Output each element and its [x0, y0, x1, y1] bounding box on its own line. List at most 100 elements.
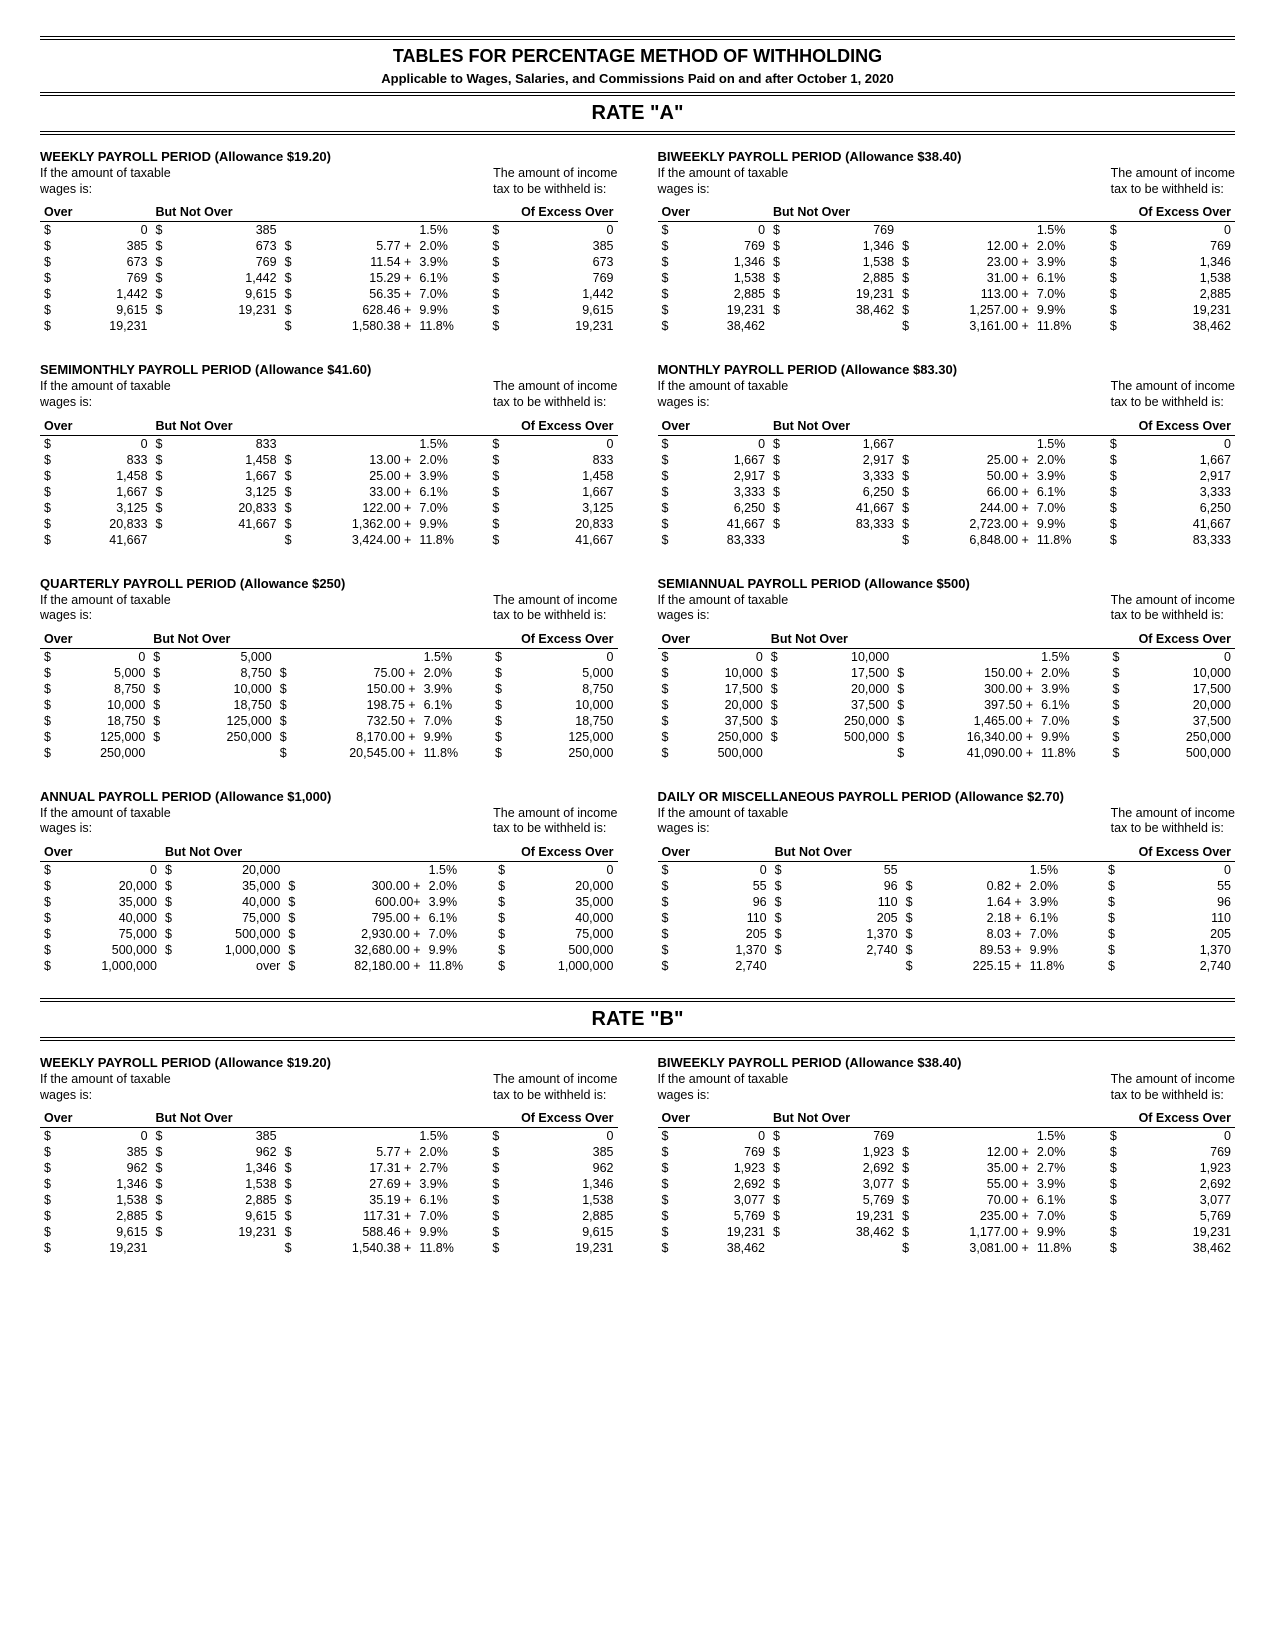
subhead-right: The amount of incometax to be withheld i… — [493, 166, 617, 197]
col-excess: Of Excess Over — [488, 417, 617, 436]
tax-bracket-table: OverBut Not OverOf Excess Over$0$3851.5%… — [40, 1109, 618, 1256]
table-row: $385$962$5.77 +2.0%$385 — [40, 1144, 618, 1160]
table-row: $0$3851.5%$0 — [40, 1128, 618, 1145]
col-over: Over — [658, 630, 767, 649]
table-row: $19,231$1,540.38 +11.8%$19,231 — [40, 1240, 618, 1256]
table-row: $1,442$9,615$56.35 +7.0%$1,442 — [40, 286, 618, 302]
col-excess: Of Excess Over — [488, 203, 617, 222]
period-title: SEMIMONTHLY PAYROLL PERIOD (Allowance $4… — [40, 362, 618, 377]
payroll-period-block: SEMIMONTHLY PAYROLL PERIOD (Allowance $4… — [40, 362, 618, 547]
period-subhead: If the amount of taxablewages is:The amo… — [658, 379, 1236, 410]
tax-bracket-table: OverBut Not OverOf Excess Over$0$20,0001… — [40, 843, 618, 974]
tax-bracket-table: OverBut Not OverOf Excess Over$0$1,6671.… — [658, 417, 1236, 548]
table-row: $20,000$37,500$397.50 +6.1%$20,000 — [658, 697, 1236, 713]
tax-bracket-table: OverBut Not OverOf Excess Over$0$5,0001.… — [40, 630, 618, 761]
table-row: $55$96$0.82 +2.0%$55 — [658, 878, 1236, 894]
table-row: $1,667$2,917$25.00 +2.0%$1,667 — [658, 452, 1236, 468]
payroll-period-block: WEEKLY PAYROLL PERIOD (Allowance $19.20)… — [40, 149, 618, 334]
period-subhead: If the amount of taxablewages is:The amo… — [40, 1072, 618, 1103]
col-excess: Of Excess Over — [1109, 630, 1235, 649]
col-formula — [284, 843, 494, 862]
table-row: $1,458$1,667$25.00 +3.9%$1,458 — [40, 468, 618, 484]
table-row: $250,000$500,000$16,340.00 +9.9%$250,000 — [658, 729, 1236, 745]
subhead-left: If the amount of taxablewages is: — [658, 593, 789, 624]
col-but-not-over: But Not Over — [161, 843, 284, 862]
col-but-not-over: But Not Over — [152, 203, 281, 222]
col-formula — [281, 203, 489, 222]
table-row: $96$110$1.64 +3.9%$96 — [658, 894, 1236, 910]
subhead-left: If the amount of taxablewages is: — [658, 1072, 789, 1103]
period-subhead: If the amount of taxablewages is: The amo… — [658, 1072, 1236, 1103]
periods-grid: WEEKLY PAYROLL PERIOD (Allowance $19.20)… — [40, 149, 1235, 974]
payroll-period-block: BIWEEKLY PAYROLL PERIOD (Allowance $38.4… — [658, 1055, 1236, 1256]
col-excess: Of Excess Over — [1106, 417, 1235, 436]
col-over: Over — [658, 843, 771, 862]
table-row: $0$7691.5%$0 — [658, 1128, 1236, 1145]
col-over: Over — [40, 630, 149, 649]
subhead-right: The amount of incometax to be withheld i… — [1111, 1072, 1235, 1103]
table-row: $0$5,0001.5%$0 — [40, 648, 618, 665]
table-row: $1,667$3,125$33.00 +6.1%$1,667 — [40, 484, 618, 500]
col-excess: Of Excess Over — [1106, 203, 1235, 222]
period-title: ANNUAL PAYROLL PERIOD (Allowance $1,000) — [40, 789, 618, 804]
col-formula — [893, 630, 1108, 649]
table-row: $0$8331.5%$0 — [40, 435, 618, 452]
period-subhead: If the amount of taxablewages is:The amo… — [40, 593, 618, 624]
payroll-period-block: BIWEEKLY PAYROLL PERIOD (Allowance $38.4… — [658, 149, 1236, 334]
col-over: Over — [658, 1109, 770, 1128]
table-row: $125,000$250,000$8,170.00 +9.9%$125,000 — [40, 729, 618, 745]
main-title: TABLES FOR PERCENTAGE METHOD OF WITHHOLD… — [40, 46, 1235, 67]
payroll-period-block: SEMIANNUAL PAYROLL PERIOD (Allowance $50… — [658, 576, 1236, 761]
subhead-right: The amount of incometax to be withheld i… — [493, 593, 617, 624]
period-title: BIWEEKLY PAYROLL PERIOD (Allowance $38.4… — [658, 149, 1236, 164]
table-row: $0$7691.5%$0 — [658, 222, 1236, 239]
subhead-left: If the amount of taxablewages is: — [658, 379, 789, 410]
col-but-not-over: But Not Over — [769, 417, 898, 436]
subhead-right: The amount of incometax to be withheld i… — [1111, 806, 1235, 837]
subhead-right: The amount of incometax to be withheld i… — [1111, 593, 1235, 624]
tax-bracket-table: OverBut Not OverOf Excess Over$0$7691.5%… — [658, 1109, 1236, 1256]
period-subhead: If the amount of taxablewages is: The amo… — [658, 593, 1236, 624]
table-row: $2,692$3,077$55.00 +3.9%$2,692 — [658, 1176, 1236, 1192]
table-row: $18,750$125,000$732.50 +7.0%$18,750 — [40, 713, 618, 729]
periods-grid: WEEKLY PAYROLL PERIOD (Allowance $19.20)… — [40, 1055, 1235, 1256]
col-excess: Of Excess Over — [488, 1109, 617, 1128]
payroll-period-block: DAILY OR MISCELLANEOUS PAYROLL PERIOD (A… — [658, 789, 1236, 974]
col-formula — [281, 1109, 489, 1128]
table-row: $5,769$19,231$235.00 +7.0%$5,769 — [658, 1208, 1236, 1224]
table-row: $35,000$40,000$600.00+3.9%$35,000 — [40, 894, 618, 910]
col-over: Over — [658, 417, 770, 436]
table-row: $205$1,370$8.03 +7.0%$205 — [658, 926, 1236, 942]
table-row: $83,333$6,848.00 +11.8%$83,333 — [658, 532, 1236, 548]
table-row: $1,346$1,538$23.00 +3.9%$1,346 — [658, 254, 1236, 270]
tax-bracket-table: OverBut Not OverOf Excess Over$0$551.5%$… — [658, 843, 1236, 974]
tax-bracket-table: OverBut Not OverOf Excess Over$0$10,0001… — [658, 630, 1236, 761]
table-row: $962$1,346$17.31 +2.7%$962 — [40, 1160, 618, 1176]
rate-rule — [40, 1037, 1235, 1041]
rate-header: RATE "B" — [40, 1008, 1235, 1031]
period-title: QUARTERLY PAYROLL PERIOD (Allowance $250… — [40, 576, 618, 591]
col-over: Over — [40, 417, 152, 436]
payroll-period-block: WEEKLY PAYROLL PERIOD (Allowance $19.20)… — [40, 1055, 618, 1256]
table-row: $2,740$225.15 +11.8%$2,740 — [658, 958, 1236, 974]
subhead-left: If the amount of taxablewages is: — [40, 1072, 171, 1103]
subhead-right: The amount of incometax to be withheld i… — [493, 379, 617, 410]
payroll-period-block: MONTHLY PAYROLL PERIOD (Allowance $83.30… — [658, 362, 1236, 547]
table-row: $3,333$6,250$66.00 +6.1%$3,333 — [658, 484, 1236, 500]
col-formula — [898, 417, 1106, 436]
period-title: MONTHLY PAYROLL PERIOD (Allowance $83.30… — [658, 362, 1236, 377]
table-row: $500,000$1,000,000$32,680.00 +9.9%$500,0… — [40, 942, 618, 958]
table-row: $769$1,346$12.00 +2.0%$769 — [658, 238, 1236, 254]
table-row: $769$1,923$12.00 +2.0%$769 — [658, 1144, 1236, 1160]
payroll-period-block: ANNUAL PAYROLL PERIOD (Allowance $1,000)… — [40, 789, 618, 974]
table-row: $17,500$20,000$300.00 +3.9%$17,500 — [658, 681, 1236, 697]
col-over: Over — [40, 1109, 152, 1128]
table-row: $1,370$2,740$89.53 +9.9%$1,370 — [658, 942, 1236, 958]
table-row: $2,885$9,615$117.31 +7.0%$2,885 — [40, 1208, 618, 1224]
top-rule — [40, 36, 1235, 40]
table-row: $5,000$8,750$75.00 +2.0%$5,000 — [40, 665, 618, 681]
period-subhead: If the amount of taxablewages is:The amo… — [40, 806, 618, 837]
period-subhead: If the amount of taxablewages is:The amo… — [658, 166, 1236, 197]
table-row: $75,000$500,000$2,930.00 +7.0%$75,000 — [40, 926, 618, 942]
table-row: $1,538$2,885$31.00 +6.1%$1,538 — [658, 270, 1236, 286]
